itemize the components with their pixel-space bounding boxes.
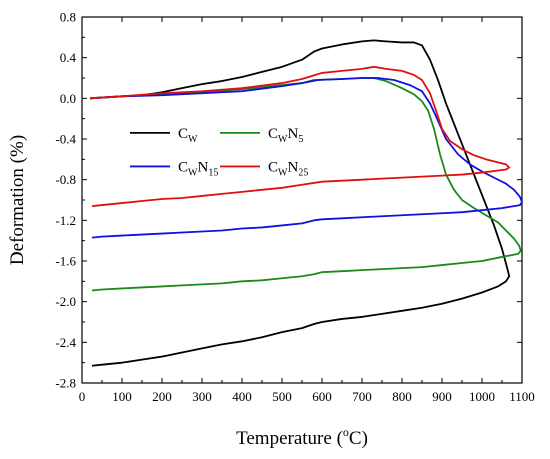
y-tick-label: -1.2 [55,213,76,228]
y-tick-label: -2.8 [55,376,76,391]
x-tick-label: 500 [272,389,292,404]
legend: CW CWN5 CWN15 CWN25 [130,126,308,178]
x-tick-label: 100 [112,389,132,404]
y-tick-label: -0.4 [55,132,76,147]
x-tick-label: 1100 [509,389,535,404]
x-tick-label: 600 [312,389,332,404]
y-tick-label: -0.8 [55,172,76,187]
x-tick-label: 300 [192,389,212,404]
y-tick-label: -2.0 [55,294,76,309]
x-axis-title: Temperature (oC) [236,425,368,449]
legend-label: CWN15 [178,159,218,178]
legend-label: CW [178,126,198,145]
x-tick-label: 700 [352,389,372,404]
x-tick-label: 800 [392,389,412,404]
x-tick-label: 900 [432,389,452,404]
y-tick-label: 0.8 [60,10,76,25]
x-tick-label: 1000 [469,389,495,404]
legend-label: CWN5 [268,126,303,145]
ticks-layer: 0 100 200 300 400 500 600 700 800 900 1000 1100 0.8 0… [55,10,534,405]
series-line-cwn15 [89,77,523,239]
y-tick-label: 0.4 [60,50,77,65]
y-tick-label: 0.0 [60,91,76,106]
x-tick-label: 400 [232,389,252,404]
y-tick-label: -2.4 [55,335,76,350]
series-line-cwn25 [89,65,511,207]
legend-label: CWN25 [268,159,308,178]
x-tick-label: 200 [152,389,172,404]
y-axis-title: Deformation (%) [7,135,28,265]
y-tick-label: -1.6 [55,254,76,269]
series-layer [89,39,523,367]
series-line-cw [89,39,511,367]
x-tick-label: 0 [79,389,86,404]
